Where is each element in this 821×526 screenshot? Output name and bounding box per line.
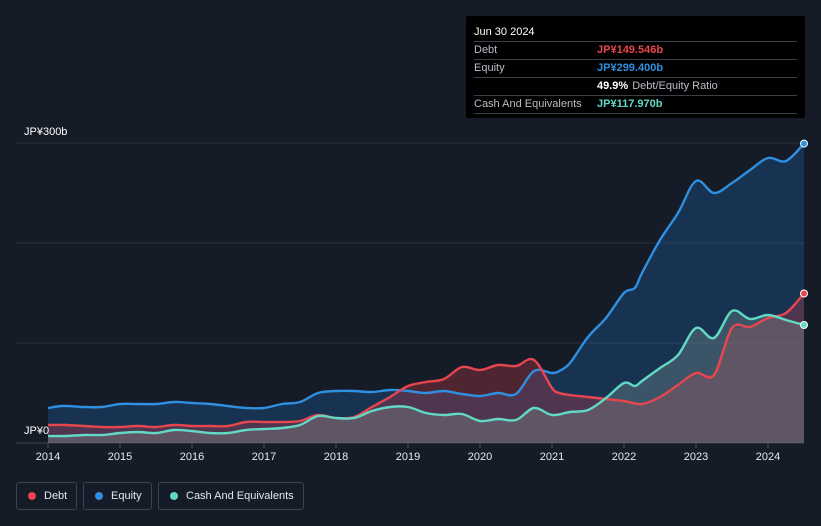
legend-label: Equity — [111, 490, 142, 502]
tooltip-label: Cash And Equivalents — [474, 98, 582, 110]
legend-label: Debt — [44, 490, 68, 502]
equity-line — [47, 142, 805, 410]
x-tick-label: 2017 — [252, 451, 276, 463]
x-tick-label: 2019 — [396, 451, 420, 463]
x-tick-label: 2020 — [468, 451, 492, 463]
tooltip-value-equity: JP¥299.400b — [597, 62, 664, 74]
tooltip-row-ratio: 49.9% Debt/Equity Ratio — [474, 78, 797, 96]
x-tick-label: 2015 — [108, 451, 132, 463]
tooltip-label — [474, 78, 597, 95]
cash-swatch-icon — [170, 492, 178, 500]
tooltip-date: Jun 30 2024 — [474, 24, 797, 42]
legend-item-equity[interactable]: Equity — [83, 482, 152, 510]
cash-and-equivalents-end-marker — [800, 321, 808, 329]
x-tick-label: 2023 — [684, 451, 708, 463]
x-tick-label: 2021 — [540, 451, 564, 463]
tooltip-ratio-label: Debt/Equity Ratio — [632, 80, 718, 92]
x-tick-label: 2018 — [324, 451, 348, 463]
x-tick-label: 2016 — [180, 451, 204, 463]
equity-area — [48, 143, 804, 443]
debt-end-marker — [800, 289, 808, 298]
gridlines — [16, 142, 804, 444]
x-axis-ticks: 2014 2015 2016 2017 2018 2019 2020 2021 2022 2023… — [36, 443, 780, 463]
tooltip-value-debt: JP¥149.546b — [597, 44, 664, 56]
x-tick-label: 2024 — [756, 451, 780, 463]
series-areas — [48, 143, 804, 443]
tooltip-row-debt: Debt JP¥149.546b — [474, 42, 797, 60]
equity-end-marker — [800, 139, 808, 148]
legend-item-debt[interactable]: Debt — [16, 482, 77, 510]
x-tick-label: 2014 — [36, 451, 60, 463]
tooltip-row-cash: Cash And Equivalents JP¥117.970b — [474, 96, 797, 114]
tooltip-label: Debt — [474, 44, 498, 56]
legend-label: Cash And Equivalents — [186, 490, 294, 502]
debt-swatch-icon — [28, 492, 36, 500]
cash-and-equivalents-line — [47, 309, 805, 438]
series-end-markers — [800, 139, 808, 329]
debt-area — [48, 293, 804, 443]
tooltip-label: Equity — [474, 62, 505, 74]
data-tooltip: Jun 30 2024 Debt JP¥149.546b Equity JP¥2… — [466, 16, 805, 118]
x-tick-label: 2022 — [612, 451, 636, 463]
y-axis-label-top: JP¥300b — [24, 126, 68, 138]
y-axis-label-bottom: JP¥0 — [24, 425, 50, 437]
cash-and-equivalents-area — [48, 311, 804, 443]
series-lines — [47, 142, 805, 438]
debt-line — [47, 292, 805, 429]
tooltip-row-equity: Equity JP¥299.400b — [474, 60, 797, 78]
equity-swatch-icon — [95, 492, 103, 500]
tooltip-value-cash: JP¥117.970b — [597, 98, 663, 110]
legend-item-cash[interactable]: Cash And Equivalents — [158, 482, 304, 510]
tooltip-value-ratio: 49.9% — [597, 80, 629, 92]
